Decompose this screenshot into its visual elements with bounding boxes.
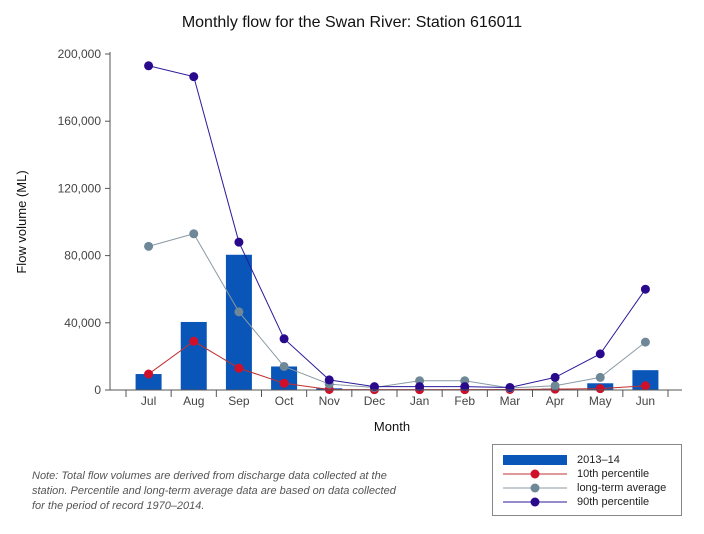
data-point	[144, 369, 154, 379]
data-point	[369, 382, 379, 392]
data-point	[234, 237, 244, 247]
series-line	[148, 233, 646, 389]
x-tick-label: Sep	[228, 394, 250, 408]
x-tick-label: May	[589, 394, 612, 408]
y-tick-label: 200,000	[58, 47, 102, 61]
data-point	[279, 378, 289, 388]
data-point	[279, 334, 289, 344]
data-point	[415, 382, 425, 392]
legend-label: 10th percentile	[577, 468, 650, 480]
data-point	[595, 384, 605, 394]
legend-label: 2013–14	[577, 454, 620, 466]
legend-swatch-10th	[503, 469, 567, 479]
y-axis-title: Flow volume (ML)	[14, 170, 29, 273]
legend-label: 90th percentile	[577, 496, 650, 508]
bars-layer	[135, 254, 659, 390]
axes-layer: 0 40,000 80,000 120,000 160,000 200,000 Jul Aug…	[58, 47, 682, 408]
x-tick-label: Jan	[410, 394, 429, 408]
data-point	[595, 372, 605, 382]
y-tick-label: 0	[94, 383, 101, 397]
x-tick-label: Aug	[183, 394, 204, 408]
x-tick-label: Dec	[364, 394, 385, 408]
data-point	[640, 284, 650, 294]
legend-label: long-term average	[577, 482, 667, 494]
chart-title: Monthly flow for the Swan River: Station…	[181, 14, 523, 31]
data-point	[550, 372, 560, 382]
data-point	[189, 229, 199, 239]
data-point	[640, 381, 650, 391]
x-tick-label: Apr	[546, 394, 565, 408]
y-tick-label: 160,000	[58, 114, 102, 128]
data-point	[144, 61, 154, 71]
data-point	[595, 349, 605, 359]
x-axis-title: Month	[374, 419, 410, 434]
y-tick-label: 40,000	[64, 316, 101, 330]
bar	[180, 321, 207, 390]
x-tick-label: Nov	[319, 394, 340, 408]
legend-item-2013-14: 2013–14	[493, 453, 683, 467]
y-tick-label: 80,000	[64, 249, 101, 263]
bar	[135, 374, 162, 390]
lines-layer	[144, 61, 650, 395]
data-point	[505, 382, 515, 392]
legend: 2013–14 10th percentile long-term averag…	[492, 444, 682, 516]
data-point	[189, 72, 199, 82]
legend-swatch-bar	[503, 453, 567, 467]
data-point	[144, 241, 154, 251]
data-point	[189, 336, 199, 346]
x-tick-label: Oct	[275, 394, 294, 408]
legend-item-long-term-average: long-term average	[493, 481, 683, 495]
legend-swatch-90th	[503, 497, 567, 507]
y-tick-label: 120,000	[58, 181, 102, 195]
x-tick-label: Jun	[636, 394, 655, 408]
chart-note: Note: Total flow volumes are derived fro…	[32, 470, 396, 512]
series-line	[148, 65, 646, 388]
data-point	[550, 381, 560, 391]
legend-item-10th-percentile: 10th percentile	[493, 467, 683, 481]
x-tick-label: Mar	[500, 394, 521, 408]
x-tick-label: Feb	[454, 394, 475, 408]
data-point	[234, 307, 244, 317]
legend-item-90th-percentile: 90th percentile	[493, 495, 683, 509]
data-point	[279, 361, 289, 371]
bar	[632, 370, 659, 390]
data-point	[460, 382, 470, 392]
data-point	[640, 337, 650, 347]
legend-swatch-average	[503, 483, 567, 493]
data-point	[234, 363, 244, 373]
x-tick-label: Jul	[141, 394, 156, 408]
data-point	[324, 375, 334, 385]
